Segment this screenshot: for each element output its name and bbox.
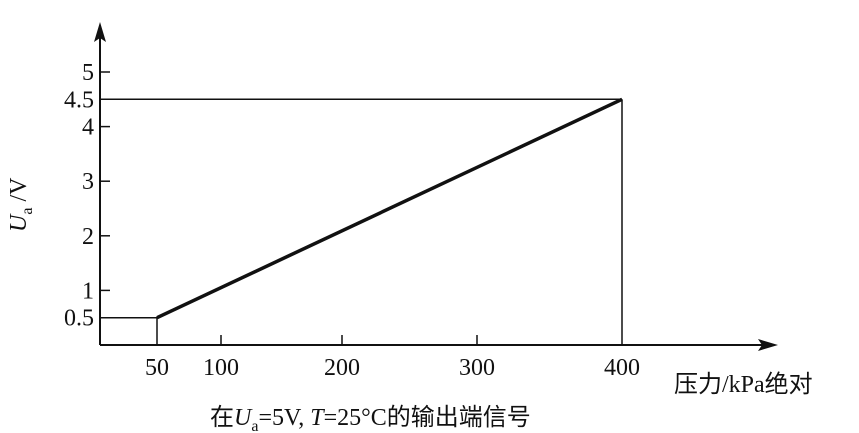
x-tick-label: 50 bbox=[145, 355, 169, 381]
y-axis-label: Ua /V bbox=[6, 177, 36, 232]
chart-caption: 在Ua=5V, T=25°C的输出端信号 bbox=[210, 405, 531, 433]
y-tick-label: 1 bbox=[82, 278, 94, 304]
series-line bbox=[156, 97, 623, 320]
x-axis-arrow-icon bbox=[758, 339, 778, 351]
x-axis-label: 压力/kPa绝对 bbox=[674, 372, 813, 398]
y-tick-label: 2 bbox=[82, 224, 94, 250]
y-tick-label: 4.5 bbox=[64, 87, 94, 113]
y-tick-label: 3 bbox=[82, 169, 94, 195]
y-axis-arrow-icon bbox=[94, 22, 106, 42]
y-tick-label: 5 bbox=[82, 60, 94, 86]
x-tick-label: 400 bbox=[604, 355, 640, 381]
y-tick-label: 0.5 bbox=[64, 306, 94, 332]
x-tick-label: 200 bbox=[324, 355, 360, 381]
x-tick-label: 100 bbox=[203, 355, 239, 381]
x-tick-label: 300 bbox=[459, 355, 495, 381]
y-tick-label: 4 bbox=[82, 115, 94, 141]
